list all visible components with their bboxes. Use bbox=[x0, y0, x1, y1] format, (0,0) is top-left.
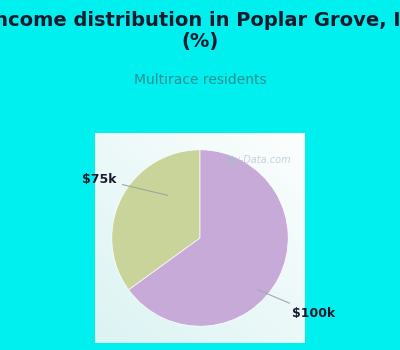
Text: Multirace residents: Multirace residents bbox=[134, 74, 266, 88]
Text: $100k: $100k bbox=[257, 289, 336, 320]
Text: $75k: $75k bbox=[82, 173, 168, 195]
Wedge shape bbox=[112, 150, 200, 290]
Text: Income distribution in Poplar Grove, IL
(%): Income distribution in Poplar Grove, IL … bbox=[0, 10, 400, 51]
Text: City-Data.com: City-Data.com bbox=[222, 155, 291, 165]
Wedge shape bbox=[129, 150, 288, 326]
